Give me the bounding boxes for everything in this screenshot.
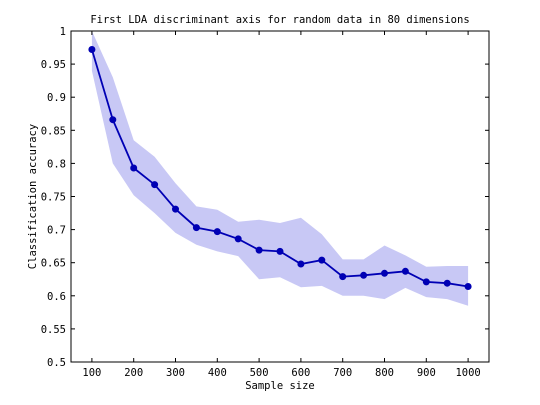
y-tick-label: 0.95 [41,59,66,71]
y-tick-label: 0.55 [41,324,66,336]
data-point [192,224,200,232]
x-tick-label: 300 [166,367,185,379]
x-tick-label: 500 [250,367,269,379]
data-point [213,228,221,236]
confidence-band-layer [91,31,469,306]
data-point [130,164,138,172]
data-point [360,271,368,279]
data-point [422,278,430,286]
x-axis-label: Sample size [245,380,315,392]
data-point [464,283,472,290]
x-tick-label: 800 [375,367,394,379]
data-point [172,205,179,213]
y-tick-label: 1 [60,26,66,38]
x-tick-label: 700 [333,367,352,379]
data-point [401,267,409,275]
x-tick-label: 200 [124,367,143,379]
data-point [339,273,347,281]
x-tick-label: 1000 [455,367,480,379]
y-tick-label: 0.8 [47,158,66,170]
data-point [88,46,96,53]
data-point [381,269,388,277]
data-point [297,260,305,268]
y-tick-label: 0.9 [47,92,66,104]
series-marker-layer [88,46,472,290]
y-axis-label: Classification accuracy [27,124,39,269]
y-tick-label: 0.5 [47,357,66,369]
data-point [109,116,117,124]
y-tick-label: 0.65 [41,258,66,270]
y-tick-label: 0.75 [41,192,66,204]
data-point [234,235,242,243]
x-tick-label: 100 [82,367,101,379]
x-tick-label: 400 [208,367,227,379]
data-point [255,246,263,254]
y-tick-label: 0.6 [47,291,66,303]
x-tick-label: 600 [291,367,310,379]
chart-title: First LDA discriminant axis for random d… [90,14,469,26]
y-tick-label: 0.7 [47,225,66,237]
confidence-band [91,31,469,306]
data-point [318,256,326,264]
tick-layer: 100 200 300 400 500 600 700 800 900 1000 0.5 0.55 0.… [41,26,489,379]
data-point [276,247,284,255]
y-tick-label: 0.85 [41,125,66,137]
x-tick-label: 900 [417,367,436,379]
data-point [151,181,159,189]
data-point [443,279,451,287]
